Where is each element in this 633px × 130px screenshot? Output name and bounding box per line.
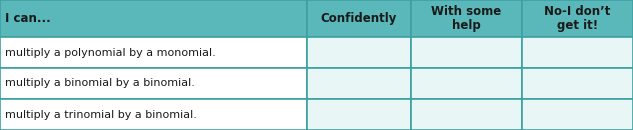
Bar xyxy=(0,0,307,37)
Text: multiply a polynomial by a monomial.: multiply a polynomial by a monomial. xyxy=(5,47,216,57)
Bar xyxy=(0,68,307,99)
Bar xyxy=(411,99,522,130)
Bar xyxy=(522,0,633,37)
Bar xyxy=(411,68,522,99)
Bar xyxy=(522,99,633,130)
Bar xyxy=(307,68,411,99)
Bar xyxy=(0,37,307,68)
Bar xyxy=(411,0,522,37)
Text: multiply a binomial by a binomial.: multiply a binomial by a binomial. xyxy=(5,79,195,89)
Text: multiply a trinomial by a binomial.: multiply a trinomial by a binomial. xyxy=(5,109,197,119)
Text: Confidently: Confidently xyxy=(321,12,397,25)
Bar xyxy=(522,68,633,99)
Bar xyxy=(0,99,307,130)
Text: No-I don’t
get it!: No-I don’t get it! xyxy=(544,5,611,32)
Bar xyxy=(307,37,411,68)
Bar xyxy=(307,0,411,37)
Text: I can...: I can... xyxy=(5,12,51,25)
Bar xyxy=(522,37,633,68)
Bar xyxy=(307,99,411,130)
Text: With some
help: With some help xyxy=(431,5,501,32)
Bar xyxy=(411,37,522,68)
